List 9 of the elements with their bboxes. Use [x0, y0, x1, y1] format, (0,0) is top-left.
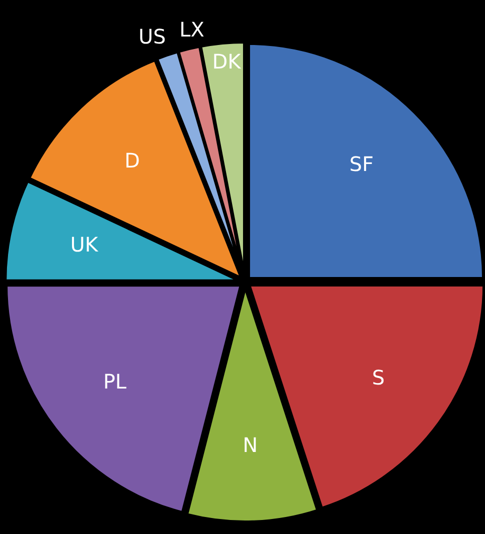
slice-label: N — [242, 433, 258, 458]
slice-label: US — [138, 24, 166, 49]
slice-label: DK — [212, 49, 242, 74]
slice-label: S — [372, 365, 385, 390]
slice-label: UK — [70, 232, 99, 257]
slice-label: LX — [179, 18, 205, 42]
slice-label: SF — [349, 152, 374, 176]
slice-label: PL — [103, 369, 128, 394]
slice-label: D — [124, 148, 140, 172]
